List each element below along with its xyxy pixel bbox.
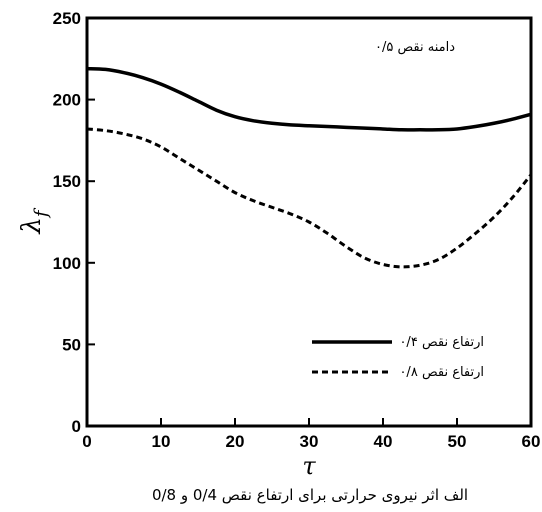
y-tick-label: 150	[53, 172, 81, 191]
series-line-dashed	[86, 127, 533, 269]
series-layer	[86, 66, 533, 269]
x-tick-label: 50	[448, 432, 467, 451]
y-axis-label-base: λ	[17, 217, 47, 234]
x-tick-label: 30	[300, 432, 319, 451]
x-tick-label: 10	[152, 432, 171, 451]
x-tick-label: 0	[82, 432, 91, 451]
y-tick-label: 50	[62, 335, 81, 354]
legend-label-solid: ارتفاع نقص ۰/۴	[399, 335, 484, 350]
x-tick-label: 40	[374, 432, 393, 451]
legend: ارتفاع نقص ۰/۴ ارتفاع نقص ۰/۸	[312, 335, 484, 380]
y-axis-label-sub: f	[31, 207, 52, 219]
series-line-solid	[86, 66, 532, 132]
amplitude-annotation: دامنه نقص ۰/۵	[375, 40, 455, 55]
tick-layer: 0 10 20 30 40 50 60 0 50 100 150 200 250	[53, 9, 541, 451]
x-tick-label: 20	[226, 432, 245, 451]
x-tick-label: 60	[522, 432, 541, 451]
y-tick-label: 250	[53, 9, 81, 28]
y-axis-label: λf	[17, 207, 52, 234]
y-tick-label: 100	[53, 254, 81, 273]
figure-caption: الف اثر نیروی حرارتی برای ارتفاع نقص 0/4…	[152, 486, 468, 504]
y-tick-label: 0	[72, 417, 81, 436]
x-axis-label: τ	[302, 452, 316, 480]
y-tick-label: 200	[53, 91, 81, 110]
svg-text:λf: λf	[17, 207, 52, 234]
legend-label-dashed: ارتفاع نقص ۰/۸	[399, 365, 484, 380]
